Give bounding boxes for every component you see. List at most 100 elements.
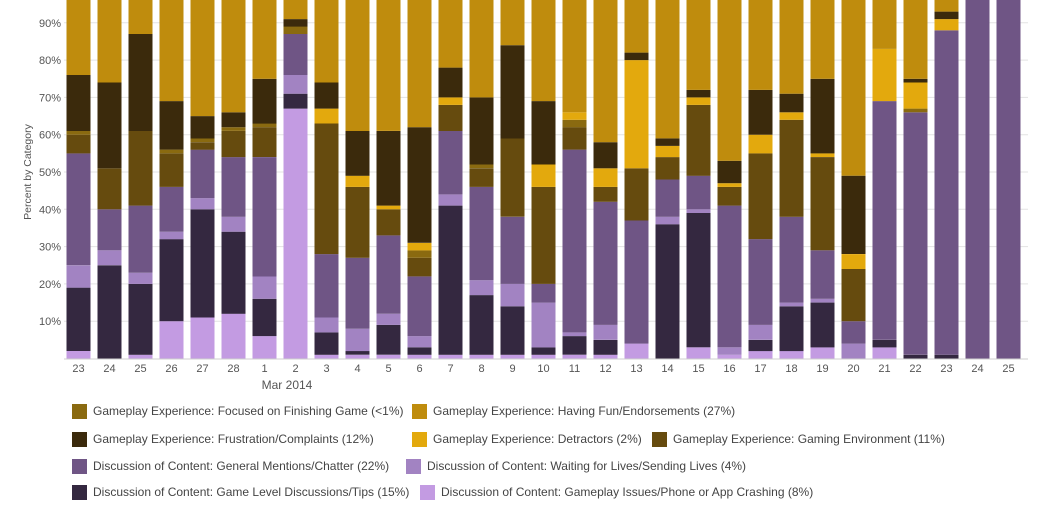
bar-segment — [500, 45, 525, 139]
bar-segment — [314, 108, 339, 124]
legend-item[interactable]: Gameplay Experience: Detractors (2%) — [412, 426, 642, 452]
legend-swatch — [420, 484, 435, 500]
bar-segment — [221, 112, 246, 128]
bar-segment — [314, 0, 339, 83]
bar-segment — [190, 209, 215, 318]
legend-swatch — [412, 431, 427, 447]
legend-row: Discussion of Content: Game Level Discus… — [72, 479, 1052, 505]
bar-segment — [810, 153, 835, 157]
legend-item[interactable]: Gameplay Experience: Having Fun/Endorsem… — [412, 398, 735, 424]
legend-item[interactable]: Discussion of Content: Game Level Discus… — [72, 479, 409, 505]
legend-label: Discussion of Content: Gameplay Issues/P… — [441, 485, 814, 499]
legend-item[interactable]: Gameplay Experience: Gaming Environment … — [652, 426, 945, 452]
x-tick-label: 23 — [940, 363, 952, 375]
bar-segment — [500, 283, 525, 307]
bar-segment — [283, 93, 308, 109]
x-tick-label: 25 — [134, 363, 146, 375]
x-tick-label: 10 — [537, 363, 549, 375]
bar-segment — [314, 82, 339, 109]
legend-swatch — [72, 403, 87, 419]
bar-segment — [593, 339, 618, 355]
bar-segment — [314, 254, 339, 318]
bar-segment — [190, 149, 215, 199]
legend-label: Gameplay Experience: Having Fun/Endorsem… — [433, 404, 736, 418]
bar-segment — [655, 138, 680, 146]
legend-label: Gameplay Experience: Focused on Finishin… — [93, 404, 404, 418]
bar-segment — [66, 131, 91, 135]
bar-segment — [686, 0, 711, 90]
bar-segment — [345, 175, 370, 187]
bar-segment — [779, 0, 804, 94]
bar-segment — [841, 269, 866, 322]
bar-segment — [376, 209, 401, 236]
bar-segment — [748, 153, 773, 240]
bar-segment — [903, 108, 928, 113]
bar-segment — [407, 257, 432, 277]
bar-segment — [376, 354, 401, 359]
bar-segment — [686, 209, 711, 213]
bar-segment — [252, 298, 277, 337]
bar-segment — [686, 347, 711, 359]
bar-segment — [810, 298, 835, 303]
bar-segment — [841, 343, 866, 359]
bar-segment — [624, 168, 649, 221]
bar-segment — [624, 220, 649, 344]
bar-segment — [624, 60, 649, 169]
bar-segment — [624, 0, 649, 53]
bar-segment — [531, 0, 556, 102]
bar-segment — [376, 324, 401, 355]
bar-segment — [221, 0, 246, 113]
legend-item[interactable]: Gameplay Experience: Focused on Finishin… — [72, 398, 403, 424]
bar-segment — [438, 354, 463, 359]
bar-segment — [500, 138, 525, 217]
bar-segment — [407, 127, 432, 243]
bar-segment — [438, 131, 463, 195]
bar-segment — [593, 0, 618, 143]
bar-segment — [376, 235, 401, 314]
bar-segment — [438, 97, 463, 105]
bar-segment — [97, 209, 122, 251]
bar-segment — [221, 231, 246, 314]
legend-swatch — [652, 431, 667, 447]
bar-segment — [500, 0, 525, 46]
bar-segment — [128, 283, 153, 355]
bar-segment — [717, 160, 742, 184]
x-axis-month-label: Mar 2014 — [262, 378, 313, 392]
bar-segment — [283, 108, 308, 359]
bar-segment — [252, 276, 277, 299]
y-tick-label: 30% — [39, 242, 61, 254]
bar-segment — [655, 157, 680, 180]
x-tick-label: 2 — [292, 363, 298, 375]
bar-segment — [748, 351, 773, 359]
legend-swatch — [72, 431, 87, 447]
legend-swatch — [406, 458, 421, 474]
legend-item[interactable]: Discussion of Content: Gameplay Issues/P… — [420, 479, 813, 505]
x-tick-label: 3 — [323, 363, 329, 375]
bar-segment — [190, 0, 215, 117]
x-tick-label: 26 — [165, 363, 177, 375]
bar-segment — [159, 101, 184, 150]
legend-row: Gameplay Experience: Frustration/Complai… — [72, 426, 1052, 452]
x-tick-label: 22 — [909, 363, 921, 375]
bar-segment — [686, 175, 711, 210]
bar-segment — [469, 186, 494, 281]
bar-segment — [283, 0, 308, 20]
legend-item[interactable]: Gameplay Experience: Frustration/Complai… — [72, 426, 374, 452]
bar-segment — [593, 201, 618, 325]
bar-segment — [376, 313, 401, 325]
legend-row: Gameplay Experience: Focused on Finishin… — [72, 398, 1052, 424]
x-tick-label: 24 — [103, 363, 115, 375]
bar-segment — [531, 354, 556, 359]
bar-segment — [810, 250, 835, 299]
bar-segment — [717, 0, 742, 161]
bar-segment — [376, 0, 401, 131]
bar-segment — [779, 216, 804, 303]
legend-swatch — [412, 403, 427, 419]
legend-item[interactable]: Discussion of Content: General Mentions/… — [72, 453, 389, 479]
legend-item[interactable]: Discussion of Content: Waiting for Lives… — [406, 453, 746, 479]
bar-segment — [779, 302, 804, 307]
bar-segment — [748, 324, 773, 340]
bar-segment — [283, 75, 308, 94]
bar-segment — [903, 0, 928, 79]
x-tick-label: 27 — [196, 363, 208, 375]
